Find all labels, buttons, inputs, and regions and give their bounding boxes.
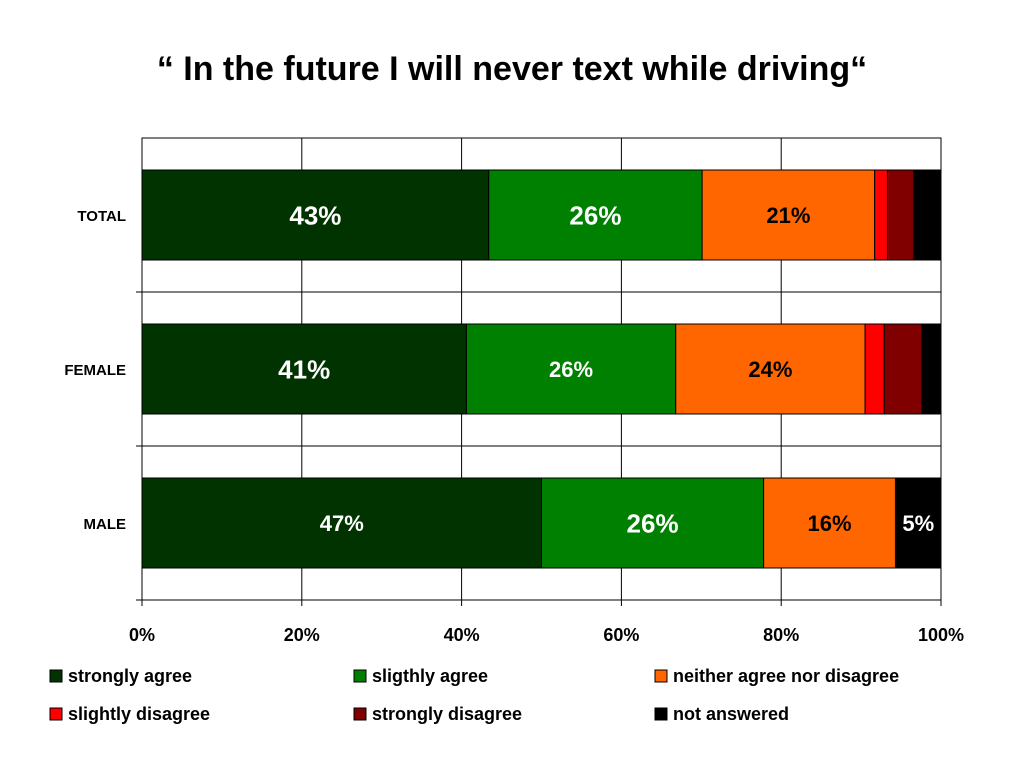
bar-segment xyxy=(874,169,888,261)
bar-segment xyxy=(675,323,866,415)
bar-segment xyxy=(883,323,923,415)
legend-label: strongly agree xyxy=(68,666,192,686)
bar-segment xyxy=(886,169,915,261)
bar-segment xyxy=(763,477,896,569)
legend-swatch xyxy=(49,707,63,721)
x-tick-label: 60% xyxy=(603,625,639,645)
legend-swatch xyxy=(654,707,668,721)
bar-segment xyxy=(488,169,703,261)
legend: strongly agree sligthly agree neither agre… xyxy=(49,666,899,724)
bar-segment xyxy=(894,477,942,569)
x-tick-label: 0% xyxy=(129,625,155,645)
chart-title: “ In the future I will never text while … xyxy=(157,50,867,88)
category-label: MALE xyxy=(84,516,127,533)
x-tick-label: 20% xyxy=(284,625,320,645)
data-label: 41% xyxy=(278,354,330,384)
data-label: 5% xyxy=(902,511,934,536)
bar-segment xyxy=(864,323,885,415)
legend-label: neither agree nor disagree xyxy=(673,666,899,686)
x-tick-label: 40% xyxy=(444,625,480,645)
x-tick-label: 80% xyxy=(763,625,799,645)
data-label: 21% xyxy=(766,203,810,228)
bar-segment xyxy=(141,477,542,569)
category-label: TOTAL xyxy=(77,208,126,225)
legend-swatch xyxy=(654,669,668,683)
x-tick-label: 100% xyxy=(918,625,964,645)
data-label: 26% xyxy=(569,200,621,230)
bar-segment xyxy=(541,477,765,569)
legend-swatch xyxy=(49,669,63,683)
data-label: 24% xyxy=(748,357,792,382)
legend-swatch xyxy=(353,669,367,683)
data-label: 43% xyxy=(289,200,341,230)
legend-swatch xyxy=(353,707,367,721)
category-label: FEMALE xyxy=(64,362,126,379)
bar-segment xyxy=(141,323,467,415)
data-label: 16% xyxy=(808,511,852,536)
legend-label: slightly disagree xyxy=(68,704,210,724)
bar-segment xyxy=(465,323,677,415)
data-label: 26% xyxy=(549,357,593,382)
bar-segment xyxy=(913,169,942,261)
legend-label: not answered xyxy=(673,704,789,724)
plot-area: 0% 20% 40% 60% 80% 100% TOTAL FEMALE MALE 43% 26% 2… xyxy=(64,137,964,645)
bar-segment xyxy=(921,323,942,415)
bar-segment xyxy=(701,169,876,261)
data-label: 26% xyxy=(627,508,679,538)
legend-label: strongly disagree xyxy=(372,704,522,724)
data-label: 47% xyxy=(320,511,364,536)
legend-label: sligthly agree xyxy=(372,666,488,686)
